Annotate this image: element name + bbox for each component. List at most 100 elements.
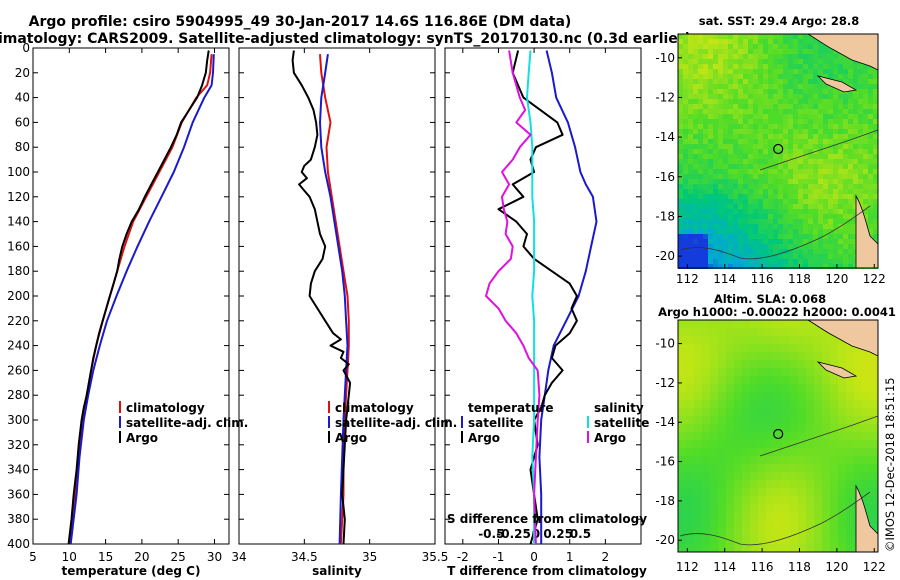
- sst-cell: [763, 254, 768, 259]
- sla-cell: [702, 320, 710, 328]
- sla-cell: [710, 536, 718, 544]
- sst-cell: [753, 164, 758, 169]
- sst-cell: [688, 204, 693, 209]
- sla-cell: [766, 416, 774, 424]
- sst-cell: [753, 44, 758, 49]
- sla-cell: [814, 360, 822, 368]
- sst-cell: [753, 59, 758, 64]
- sla-cell: [734, 336, 742, 344]
- sst-cell: [718, 199, 723, 204]
- sst-cell: [848, 124, 853, 129]
- sst-cell: [763, 74, 768, 79]
- sst-cell: [688, 134, 693, 139]
- sst-cell: [753, 214, 758, 219]
- sst-cell: [703, 224, 708, 229]
- sla-cell: [702, 512, 710, 520]
- sst-cell: [793, 169, 798, 174]
- sla-cell: [806, 504, 814, 512]
- sst-cell: [803, 264, 808, 269]
- sst-cell: [808, 209, 813, 214]
- sst-cell: [728, 89, 733, 94]
- sst-cell: [698, 144, 703, 149]
- sla-cell: [766, 328, 774, 336]
- depth-tick-label: 260: [7, 363, 30, 377]
- map-x-tick-label: 118: [788, 272, 811, 286]
- sst-cell: [758, 154, 763, 159]
- sla-cell: [686, 496, 694, 504]
- sst-cell: [708, 229, 713, 234]
- sst-cell: [838, 154, 843, 159]
- sst-cell: [843, 149, 848, 154]
- sst-cell: [733, 49, 738, 54]
- sst-cell: [843, 229, 848, 234]
- sst-cell: [748, 204, 753, 209]
- sla-cell: [806, 344, 814, 352]
- sla-cell: [718, 440, 726, 448]
- sst-cell: [793, 139, 798, 144]
- sla-cell: [838, 424, 846, 432]
- sst-cell: [823, 189, 828, 194]
- map-y-tick-label: -16: [655, 455, 675, 469]
- sst-cell: [763, 69, 768, 74]
- sla-cell: [806, 440, 814, 448]
- sst-cell: [678, 264, 683, 269]
- sst-cell: [848, 89, 853, 94]
- sst-cell: [788, 154, 793, 159]
- sst-cell: [788, 224, 793, 229]
- sla-cell: [726, 496, 734, 504]
- sst-cell: [733, 229, 738, 234]
- sst-cell: [788, 249, 793, 254]
- sst-cell: [823, 109, 828, 114]
- temperature-panel: 0204060801001201401601802002202402602803…: [7, 41, 248, 578]
- sla-cell: [702, 472, 710, 480]
- sst-cell: [863, 79, 868, 84]
- sla-cell: [766, 424, 774, 432]
- sst-cell: [788, 109, 793, 114]
- sst-cell: [713, 259, 718, 264]
- sst-cell: [733, 104, 738, 109]
- sla-cell: [862, 456, 870, 464]
- sla-cell: [822, 336, 830, 344]
- sla-cell: [870, 520, 878, 528]
- sst-cell: [688, 209, 693, 214]
- sla-cell: [790, 424, 798, 432]
- sst-cell: [713, 244, 718, 249]
- sst-cell: [703, 79, 708, 84]
- sst-cell: [833, 109, 838, 114]
- sst-cell: [783, 224, 788, 229]
- sst-cell: [678, 144, 683, 149]
- sst-cell: [838, 199, 843, 204]
- sla-cell: [678, 368, 686, 376]
- sla-cell: [686, 536, 694, 544]
- sla-cell: [870, 352, 878, 360]
- sst-cell: [748, 104, 753, 109]
- sst-cell: [853, 229, 858, 234]
- sla-cell: [710, 400, 718, 408]
- sst-cell: [838, 209, 843, 214]
- sla-cell: [678, 376, 686, 384]
- sst-cell: [758, 104, 763, 109]
- sst-cell: [843, 219, 848, 224]
- sst-cell: [773, 94, 778, 99]
- sst-cell: [808, 129, 813, 134]
- sst-cell: [708, 254, 713, 259]
- sst-cell: [793, 254, 798, 259]
- sst-cell: [788, 119, 793, 124]
- sst-cell: [823, 59, 828, 64]
- sst-cell: [783, 49, 788, 54]
- sst-cell: [768, 69, 773, 74]
- sla-cell: [846, 456, 854, 464]
- sst-cell: [683, 124, 688, 129]
- temperature-x-axis: 5 10 15 20 25 30: [29, 48, 222, 564]
- depth-tick-label: 300: [7, 413, 30, 427]
- sla-cell: [686, 336, 694, 344]
- sla-cell: [790, 384, 798, 392]
- sst-cell: [728, 179, 733, 184]
- sst-cell: [798, 189, 803, 194]
- sst-cell: [808, 179, 813, 184]
- sst-cell: [798, 139, 803, 144]
- sst-cell: [683, 84, 688, 89]
- sla-cell: [774, 376, 782, 384]
- sst-cell: [803, 184, 808, 189]
- sla-cell: [750, 336, 758, 344]
